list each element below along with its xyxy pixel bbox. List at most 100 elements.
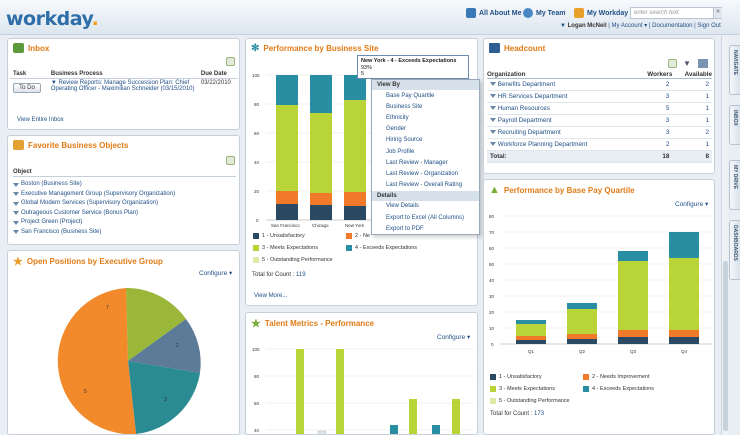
bar-segment[interactable]	[317, 430, 327, 435]
page-scrollbar[interactable]	[721, 36, 728, 435]
bar-segment[interactable]	[452, 399, 460, 435]
nav-all-about-me[interactable]: All About Me	[466, 8, 522, 18]
menu-item[interactable]: Business Site	[386, 103, 423, 110]
total-value[interactable]: 119	[296, 272, 306, 278]
bar-segment[interactable]	[618, 251, 648, 261]
object-link[interactable]: Project Green (Project)	[21, 219, 83, 225]
object-link[interactable]: Executive Management Group (Supervisory …	[21, 190, 176, 197]
bar-segment[interactable]	[344, 206, 366, 220]
workers-value[interactable]: 3	[636, 126, 673, 139]
menu-item[interactable]: Hiring Source	[386, 137, 423, 144]
bar-segment[interactable]	[409, 399, 417, 435]
menu-item[interactable]: Last Review - Manager	[386, 159, 448, 166]
object-link[interactable]: Boston (Business Site)	[21, 181, 82, 187]
configure-dropdown[interactable]: Configure ▾	[437, 334, 471, 341]
documentation-link[interactable]: Documentation	[652, 23, 693, 29]
list-item[interactable]: Project Green (Project)	[13, 218, 175, 228]
bar-segment[interactable]	[516, 320, 546, 324]
search-button[interactable]: »	[713, 8, 722, 18]
pie-slice[interactable]	[128, 361, 200, 434]
workers-value[interactable]: 3	[636, 114, 673, 127]
refresh-icon[interactable]	[226, 156, 235, 165]
menu-item[interactable]: Export to PDF	[386, 225, 424, 232]
nav-my-team[interactable]: My Team	[523, 8, 565, 18]
available-value[interactable]: 1	[672, 138, 712, 151]
object-link[interactable]: Global Modern Services (Supervisory Orga…	[21, 200, 159, 206]
side-tab-my-drive[interactable]: MY DRIVE	[729, 160, 740, 210]
configure-dropdown[interactable]: Configure ▾	[199, 270, 233, 277]
filter-icon[interactable]: ▼	[683, 59, 691, 68]
bar-segment[interactable]	[310, 75, 332, 113]
bar-segment[interactable]	[390, 425, 398, 435]
menu-item[interactable]: Job Profile	[386, 148, 415, 155]
bar-segment[interactable]	[310, 205, 332, 220]
list-item[interactable]: Outrageous Customer Service (Bonus Plan)	[13, 209, 175, 219]
available-value[interactable]: 2	[672, 78, 712, 91]
bar-segment[interactable]	[516, 336, 546, 340]
list-item[interactable]: Executive Management Group (Supervisory …	[13, 190, 175, 200]
bar-segment[interactable]	[669, 337, 699, 344]
bar-segment[interactable]	[344, 100, 366, 192]
list-item[interactable]: Global Modern Services (Supervisory Orga…	[13, 199, 175, 209]
bar-segment[interactable]	[296, 349, 304, 435]
available-value[interactable]: 1	[672, 114, 712, 127]
menu-item[interactable]: Ethnicity	[386, 114, 409, 121]
workday-logo[interactable]: workday.	[6, 8, 99, 30]
business-process-link[interactable]: Review Reports: Manage Succession Plan: …	[50, 80, 195, 92]
view-more-link[interactable]: View More...	[254, 293, 288, 299]
workers-value[interactable]: 2	[636, 78, 673, 91]
menu-item[interactable]: Base Pay Quartile	[386, 92, 435, 99]
side-tab-navigate[interactable]: NAVIGATE	[729, 45, 740, 95]
view-entire-inbox-link[interactable]: View Entire Inbox	[17, 117, 64, 123]
sign-out-link[interactable]: Sign Out	[697, 23, 721, 29]
expand-icon[interactable]: ▼	[50, 80, 59, 86]
my-account-link[interactable]: My Account ▾	[611, 23, 648, 29]
bar-segment[interactable]	[567, 334, 597, 339]
refresh-icon[interactable]	[226, 57, 235, 66]
menu-item[interactable]: View Details	[386, 203, 419, 210]
bar-segment[interactable]	[310, 193, 332, 205]
pie-slice[interactable]	[126, 287, 186, 361]
user-name[interactable]: Logan McNeil	[567, 23, 607, 29]
org-link[interactable]: Benefits Department	[497, 81, 556, 88]
bar-segment[interactable]	[618, 261, 648, 330]
to-do-button[interactable]: To Do	[13, 83, 41, 93]
org-link[interactable]: Payroll Department	[497, 117, 552, 124]
chart-view-icon[interactable]	[698, 59, 708, 68]
workers-value[interactable]: 5	[636, 102, 673, 115]
menu-item[interactable]: Export to Excel (All Columns)	[386, 214, 465, 221]
available-value[interactable]: 2	[672, 126, 712, 139]
bar-segment[interactable]	[516, 340, 546, 344]
available-value[interactable]: 1	[672, 102, 712, 115]
bar-segment[interactable]	[276, 204, 298, 220]
bar-segment[interactable]	[567, 303, 597, 309]
workers-value[interactable]: 2	[636, 138, 673, 151]
bar-segment[interactable]	[618, 330, 648, 337]
bar-segment[interactable]	[276, 105, 298, 191]
bar-segment[interactable]	[276, 191, 298, 204]
list-item[interactable]: Boston (Business Site)	[13, 180, 175, 190]
org-link[interactable]: Workforce Planning Department	[497, 141, 588, 148]
bar-segment[interactable]	[567, 339, 597, 344]
total-value[interactable]: 173	[534, 411, 545, 417]
search-input[interactable]: enter search text	[630, 7, 722, 19]
available-value[interactable]: 1	[672, 90, 712, 103]
menu-item[interactable]: Gender	[386, 126, 407, 133]
scrollbar-thumb[interactable]	[723, 261, 728, 431]
refresh-icon[interactable]	[668, 59, 677, 68]
list-item[interactable]: San Francisco (Business Site)	[13, 228, 175, 238]
menu-item[interactable]: Last Review - Organization	[386, 170, 459, 177]
bar-segment[interactable]	[567, 309, 597, 334]
org-link[interactable]: Human Resources	[497, 105, 550, 112]
configure-dropdown[interactable]: Configure ▾	[675, 201, 709, 208]
bar-segment[interactable]	[516, 324, 546, 336]
bar-segment[interactable]	[276, 75, 298, 105]
bar-segment[interactable]	[669, 258, 699, 330]
org-link[interactable]: Recruiting Department	[497, 129, 561, 136]
bar-segment[interactable]	[344, 75, 366, 100]
bar-segment[interactable]	[344, 192, 366, 206]
menu-item[interactable]: Last Review - Overall Rating	[386, 182, 463, 189]
nav-my-workday[interactable]: My Workday	[574, 8, 628, 18]
org-link[interactable]: HR Services Department	[497, 93, 568, 100]
bar-segment[interactable]	[432, 425, 440, 435]
